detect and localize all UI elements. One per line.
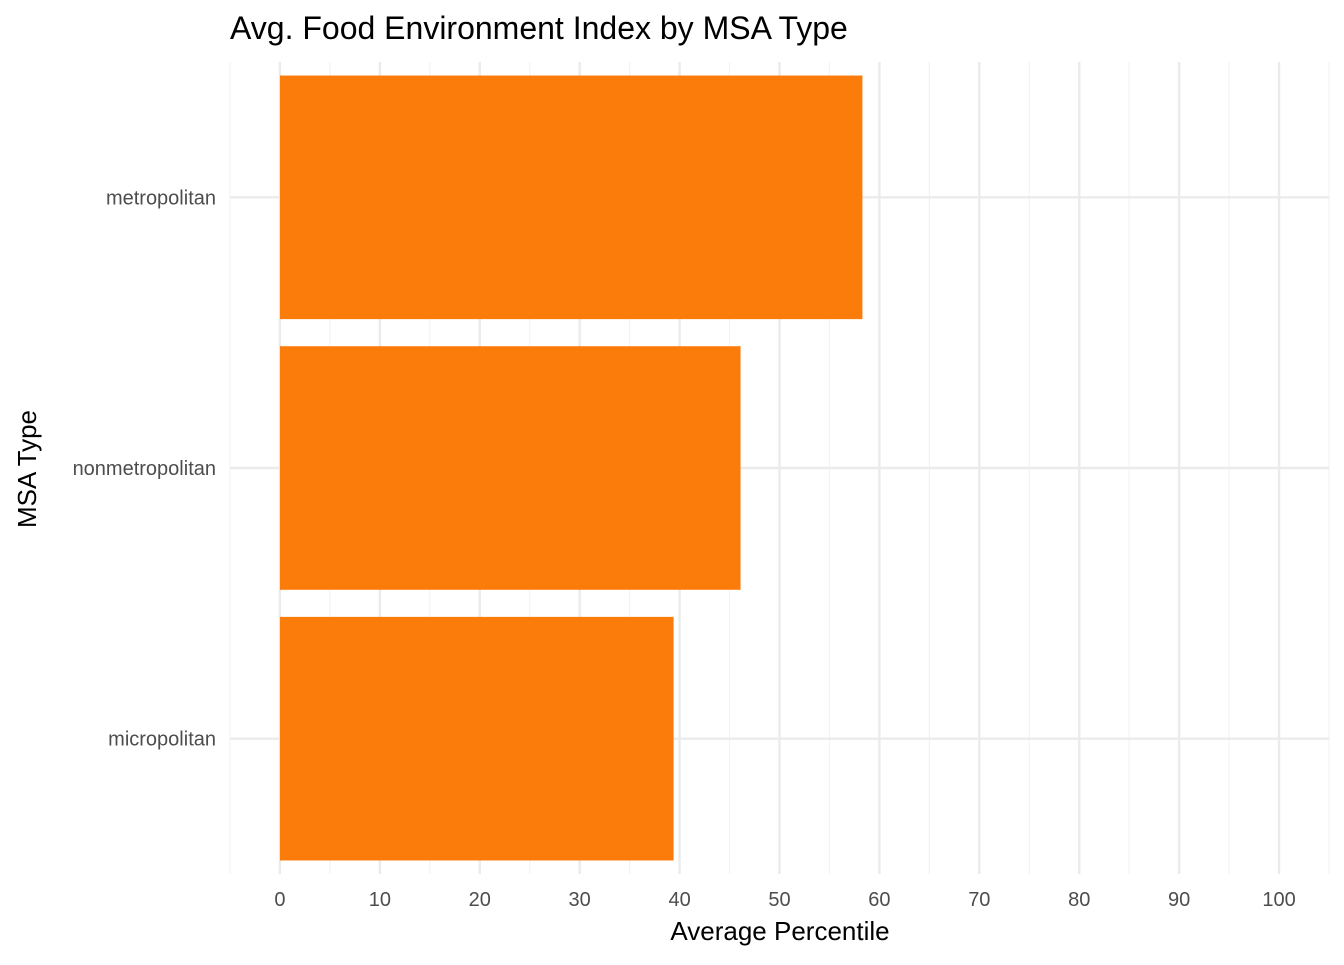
chart-title: Avg. Food Environment Index by MSA Type <box>230 10 848 46</box>
x-tick-label: 50 <box>768 889 790 911</box>
x-tick-label: 20 <box>469 889 491 911</box>
x-tick-label: 30 <box>569 889 591 911</box>
tick-labels-layer: 0 10 20 30 40 50 60 70 80 90 100 metropolitan nonmet… <box>73 187 1296 911</box>
bar-metropolitan <box>279 75 863 320</box>
x-axis-title: Average Percentile <box>670 916 889 946</box>
x-tick-label: 80 <box>1068 889 1090 911</box>
x-tick-label: 60 <box>868 889 890 911</box>
x-tick-label: 10 <box>369 889 391 911</box>
bar-nonmetropolitan <box>279 346 741 590</box>
x-tick-label: 100 <box>1262 889 1295 911</box>
x-tick-label: 0 <box>274 889 285 911</box>
x-tick-label: 40 <box>668 889 690 911</box>
y-tick-label: metropolitan <box>106 187 216 209</box>
x-tick-label: 70 <box>968 889 990 911</box>
y-tick-label: micropolitan <box>108 729 216 751</box>
x-tick-label: 90 <box>1168 889 1190 911</box>
y-axis-title: MSA Type <box>12 410 42 528</box>
bars-layer <box>279 75 863 861</box>
bar-micropolitan <box>279 616 674 861</box>
y-tick-label: nonmetropolitan <box>73 458 216 480</box>
